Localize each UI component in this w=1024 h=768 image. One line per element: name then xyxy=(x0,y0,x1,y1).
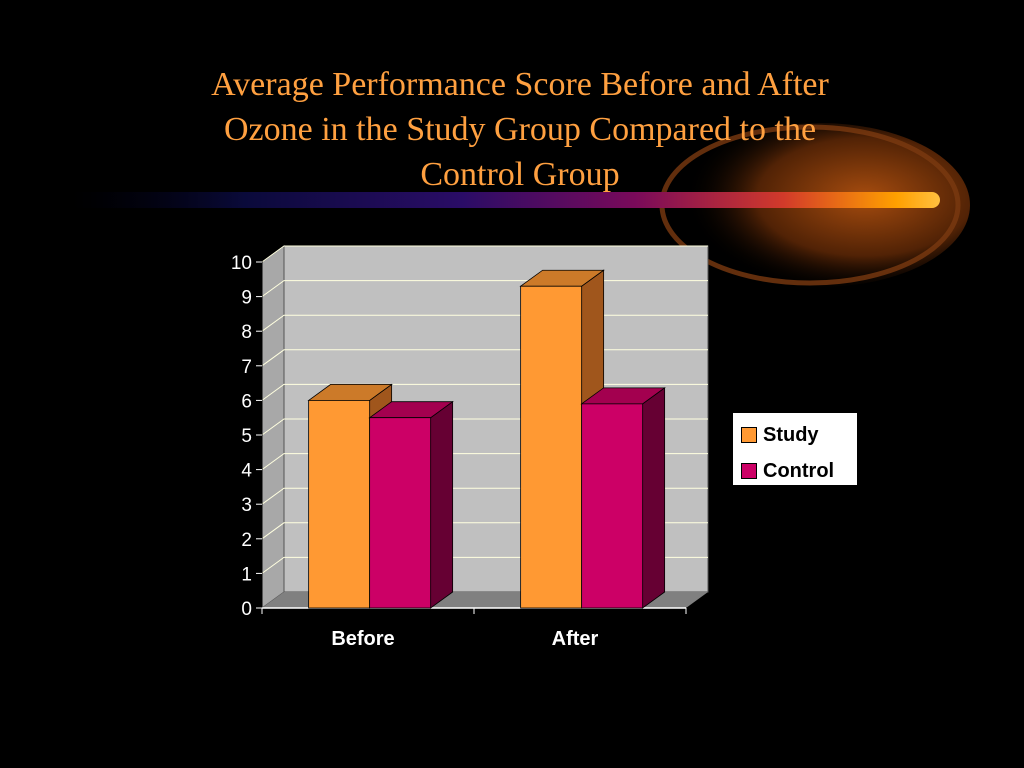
category-label-after: After xyxy=(552,628,599,650)
legend-swatch-study xyxy=(741,427,757,443)
title-line-2: Ozone in the Study Group Compared to the xyxy=(223,111,817,148)
title-line-1: Average Performance Score Before and Aft… xyxy=(211,66,829,103)
legend-label-study: Study xyxy=(763,423,819,446)
y-tick-label: 1 xyxy=(241,564,252,585)
y-tick-label: 10 xyxy=(231,253,252,274)
legend-swatch-control xyxy=(741,463,757,479)
y-tick-label: 9 xyxy=(241,288,252,309)
bar-side-control-after xyxy=(642,387,666,609)
y-tick-label: 5 xyxy=(241,426,252,447)
y-tick-label: 7 xyxy=(241,357,252,378)
legend-item-control: Control xyxy=(741,459,834,483)
y-tick-label: 8 xyxy=(241,322,252,343)
category-label-before: Before xyxy=(331,628,394,650)
legend-item-study: Study xyxy=(741,423,819,447)
y-tick-label: 3 xyxy=(241,495,252,516)
comet-streak xyxy=(70,192,940,208)
bar-study-before xyxy=(308,399,371,609)
y-tick-label: 2 xyxy=(241,530,252,551)
y-tick-label: 6 xyxy=(241,391,252,412)
slide-title: Average Performance Score Before and Aft… xyxy=(130,62,910,197)
legend-label-control: Control xyxy=(763,459,835,482)
legend: Study Control xyxy=(732,412,858,486)
title-line-3: Control Group xyxy=(420,156,620,193)
gridline xyxy=(261,245,708,263)
bar-control-after xyxy=(581,403,644,609)
y-tick-label: 0 xyxy=(241,599,252,620)
bar-side-control-before xyxy=(430,400,454,609)
y-tick-label: 4 xyxy=(241,461,252,482)
bar-study-after xyxy=(520,285,583,609)
bar-control-before xyxy=(369,417,432,609)
